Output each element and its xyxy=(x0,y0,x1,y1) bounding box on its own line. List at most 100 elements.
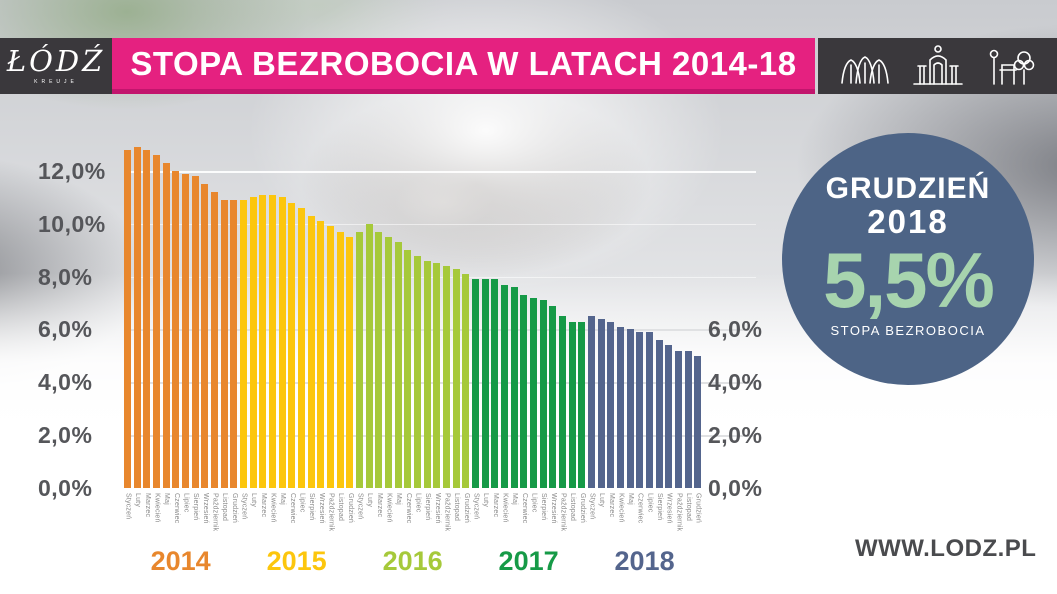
bar-2016-Sierpień xyxy=(423,260,431,488)
lodz-logo-wordmark: ŁÓDŹ xyxy=(6,44,106,78)
bar-2014-Kwiecień xyxy=(152,155,160,488)
year-label-2017: 2017 xyxy=(498,546,559,576)
bar-2015-Styczeń xyxy=(239,200,247,488)
month-label: Wrzesień xyxy=(665,493,673,524)
y-axis-right-tick: 6,0% xyxy=(708,316,763,343)
bar-2017-Listopad xyxy=(568,321,576,488)
bar-2017-Grudzień xyxy=(578,321,586,488)
bar-2017-Lipiec xyxy=(529,297,537,488)
bar-2017-Październik xyxy=(558,316,566,488)
bar-2018-Maj xyxy=(626,329,634,488)
bar-2014-Sierpień xyxy=(191,176,199,488)
year-label-2016: 2016 xyxy=(382,546,443,576)
month-label: Maj xyxy=(163,493,171,505)
bar-2014-Luty xyxy=(133,147,141,488)
month-label: Lipiec xyxy=(414,493,422,513)
bar-2017-Wrzesień xyxy=(549,305,557,488)
bar-2018-Grudzień xyxy=(694,355,702,488)
month-label: Sierpień xyxy=(424,493,432,521)
bar-2017-Styczeń xyxy=(471,279,479,488)
month-label: Kwiecień xyxy=(617,493,625,523)
y-axis-left-tick: 6,0% xyxy=(38,316,93,343)
y-axis-right-tick: 0,0% xyxy=(708,475,763,501)
gridline-10 xyxy=(124,223,756,226)
bar-2016-Styczeń xyxy=(355,231,363,488)
badge-month: GRUDZIEŃ xyxy=(825,172,991,205)
bar-2014-Styczeń xyxy=(124,149,131,488)
y-axis-left-tick: 0,0% xyxy=(38,475,93,501)
year-label-2018: 2018 xyxy=(614,546,675,576)
month-label: Wrzesień xyxy=(433,493,441,524)
month-label: Lipiec xyxy=(530,493,538,513)
month-label: Październik xyxy=(559,493,567,532)
bar-2017-Marzec xyxy=(491,279,499,488)
month-label: Maj xyxy=(279,493,287,505)
bar-2015-Grudzień xyxy=(346,237,354,488)
landmark-icons xyxy=(818,38,1057,94)
month-label: Styczeń xyxy=(356,493,364,520)
month-label: Wrzesień xyxy=(549,493,557,524)
bar-2017-Kwiecień xyxy=(500,284,508,488)
month-label: Lipiec xyxy=(182,493,190,513)
bar-2017-Sierpień xyxy=(539,300,547,488)
bar-2016-Marzec xyxy=(375,231,383,488)
bar-2014-Maj xyxy=(162,163,170,488)
month-label: Czerwiec xyxy=(404,493,412,524)
bar-2016-Kwiecień xyxy=(384,237,392,488)
month-label: Maj xyxy=(511,493,519,505)
y-axis-right-tick: 4,0% xyxy=(708,369,763,396)
month-label: Styczeń xyxy=(124,493,132,520)
month-label: Marzec xyxy=(375,493,383,518)
y-axis-left-tick: 10,0% xyxy=(38,210,106,237)
month-label: Maj xyxy=(395,493,403,505)
bar-2014-Październik xyxy=(210,192,218,488)
month-label: Grudzień xyxy=(346,493,354,524)
bar-2015-Listopad xyxy=(336,231,344,488)
month-label: Kwiecień xyxy=(385,493,393,523)
bar-2014-Wrzesień xyxy=(201,184,209,488)
bar-2015-Marzec xyxy=(259,194,267,488)
month-label: Listopad xyxy=(685,493,693,522)
lodz-logo-tagline: KREUJE xyxy=(34,79,78,85)
bar-2018-Styczeń xyxy=(587,316,595,488)
bar-2014-Marzec xyxy=(143,149,151,488)
month-label: Sierpień xyxy=(308,493,316,521)
bar-2017-Maj xyxy=(510,287,518,488)
month-label: Marzec xyxy=(259,493,267,518)
city-gate-icon xyxy=(912,45,963,85)
month-label: Kwiecień xyxy=(269,493,277,523)
month-label: Listopad xyxy=(453,493,461,522)
y-axis-left-tick: 12,0% xyxy=(38,157,106,184)
bar-2018-Lipiec xyxy=(645,332,653,488)
month-label: Marzec xyxy=(491,493,499,518)
bar-2015-Lipiec xyxy=(297,207,305,488)
month-label: Styczeń xyxy=(472,493,480,520)
month-label: Marzec xyxy=(143,493,151,518)
bar-2014-Czerwiec xyxy=(172,170,180,488)
bar-2018-Wrzesień xyxy=(665,345,673,488)
year-label-2015: 2015 xyxy=(266,546,327,576)
bar-2018-Październik xyxy=(674,350,682,488)
gridline-12 xyxy=(124,170,756,173)
month-label: Styczeń xyxy=(588,493,596,520)
month-label: Czerwiec xyxy=(288,493,296,524)
month-label: Listopad xyxy=(221,493,229,522)
month-label: Kwiecień xyxy=(501,493,509,523)
park-bench-tree-icon xyxy=(989,49,1035,85)
month-label: Wrzesień xyxy=(317,493,325,524)
month-label: Październik xyxy=(443,493,451,532)
month-label: Luty xyxy=(482,493,490,508)
bar-2018-Marzec xyxy=(607,321,615,488)
month-label: Czerwiec xyxy=(520,493,528,524)
year-label-2014: 2014 xyxy=(150,546,211,576)
bar-2015-Sierpień xyxy=(307,215,315,488)
month-label: Grudzień xyxy=(230,493,238,524)
website-url: WWW.LODZ.PL xyxy=(855,535,1037,562)
y-axis-left-tick: 8,0% xyxy=(38,263,93,290)
month-label: Październik xyxy=(675,493,683,532)
month-label: Grudzień xyxy=(578,493,586,524)
month-label: Luty xyxy=(598,493,606,508)
bar-2015-Luty xyxy=(249,197,257,488)
month-label: Lipiec xyxy=(298,493,306,513)
badge-year: 2018 xyxy=(867,202,949,240)
